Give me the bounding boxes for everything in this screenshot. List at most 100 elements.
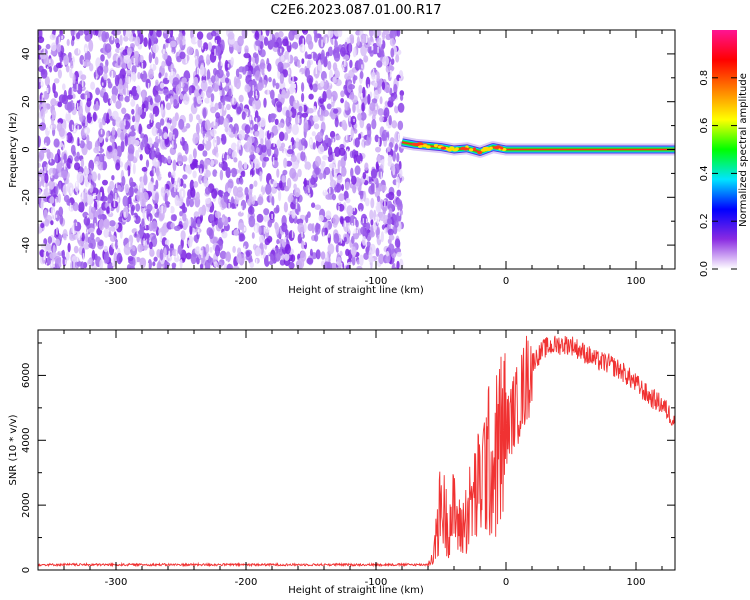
noise-blob <box>255 70 261 81</box>
noise-speck <box>216 173 218 177</box>
noise-blob <box>310 177 316 185</box>
noise-blob <box>378 253 385 265</box>
noise-blob <box>203 175 208 184</box>
noise-blob <box>193 76 199 87</box>
noise-speck <box>145 210 147 219</box>
noise-blob <box>320 49 325 61</box>
noise-speck <box>271 204 273 211</box>
spectrogram-xtick-label: -200 <box>235 276 258 287</box>
noise-speck <box>244 208 246 215</box>
noise-blob <box>132 246 136 252</box>
noise-speck <box>215 40 217 45</box>
noise-speck <box>204 169 206 174</box>
noise-blob <box>119 78 123 90</box>
noise-blob <box>333 233 340 244</box>
noise-speck <box>141 62 144 71</box>
noise-blob <box>121 107 127 115</box>
noise-blob <box>162 52 168 60</box>
noise-blob <box>165 102 172 111</box>
noise-blob <box>83 216 91 226</box>
noise-blob <box>261 66 265 76</box>
noise-speck <box>399 77 401 82</box>
noise-speck <box>327 56 329 60</box>
noise-blob <box>103 228 109 238</box>
noise-blob <box>126 47 132 56</box>
noise-blob <box>352 47 357 58</box>
noise-blob <box>95 87 100 96</box>
noise-blob <box>204 119 211 131</box>
noise-blob <box>248 215 256 228</box>
noise-blob <box>143 245 148 251</box>
noise-blob <box>375 247 380 257</box>
noise-speck <box>278 243 281 249</box>
noise-blob <box>228 87 232 99</box>
noise-blob <box>76 32 81 40</box>
noise-blob <box>225 77 229 84</box>
noise-speck <box>169 204 171 212</box>
noise-blob <box>324 221 329 227</box>
noise-blob <box>283 253 290 261</box>
noise-blob <box>70 30 75 37</box>
noise-blob <box>300 151 306 162</box>
noise-blob <box>353 75 358 81</box>
noise-blob <box>385 250 390 257</box>
noise-blob <box>339 250 343 257</box>
noise-blob <box>353 128 358 134</box>
noise-blob <box>291 154 297 162</box>
noise-blob <box>382 55 390 67</box>
noise-blob <box>338 193 345 202</box>
noise-blob <box>399 168 403 179</box>
noise-blob <box>200 79 208 92</box>
noise-blob <box>217 190 224 196</box>
noise-speck <box>69 202 72 211</box>
noise-blob <box>209 246 213 253</box>
noise-blob <box>328 146 333 158</box>
noise-speck <box>173 134 175 140</box>
noise-speck <box>306 85 308 91</box>
noise-speck <box>294 89 296 97</box>
noise-blob <box>113 252 118 263</box>
noise-blob <box>369 102 376 112</box>
noise-blob <box>311 223 315 234</box>
noise-speck <box>61 35 63 40</box>
noise-blob <box>130 206 134 216</box>
noise-speck <box>326 98 329 103</box>
noise-speck <box>299 243 301 249</box>
noise-blob <box>192 170 197 179</box>
noise-speck <box>109 203 111 208</box>
noise-speck <box>41 95 44 102</box>
noise-blob <box>91 249 96 261</box>
noise-blob <box>363 190 367 202</box>
noise-blob <box>381 31 386 41</box>
noise-speck <box>290 141 292 150</box>
noise-speck <box>113 48 115 53</box>
noise-blob <box>221 216 225 223</box>
noise-blob <box>285 109 290 119</box>
noise-blob <box>44 218 50 227</box>
noise-blob <box>265 30 270 37</box>
noise-speck <box>335 177 338 185</box>
noise-speck <box>267 89 269 96</box>
noise-speck <box>200 180 203 184</box>
noise-speck <box>359 209 362 216</box>
noise-speck <box>85 186 87 193</box>
noise-blob <box>68 119 75 132</box>
noise-speck <box>294 84 296 89</box>
noise-speck <box>175 178 178 185</box>
noise-blob <box>312 142 316 150</box>
noise-blob <box>218 161 224 168</box>
noise-blob <box>155 147 160 155</box>
noise-blob <box>179 39 183 48</box>
noise-speck <box>214 142 217 147</box>
noise-blob <box>216 68 224 79</box>
noise-blob <box>164 192 168 205</box>
noise-blob <box>348 42 352 54</box>
noise-speck <box>109 99 112 104</box>
noise-blob <box>259 117 266 128</box>
noise-speck <box>328 121 330 130</box>
noise-blob <box>43 209 48 220</box>
spectrogram-xlabel: Height of straight line (km) <box>288 285 424 296</box>
noise-speck <box>342 64 344 73</box>
noise-speck <box>73 261 75 269</box>
